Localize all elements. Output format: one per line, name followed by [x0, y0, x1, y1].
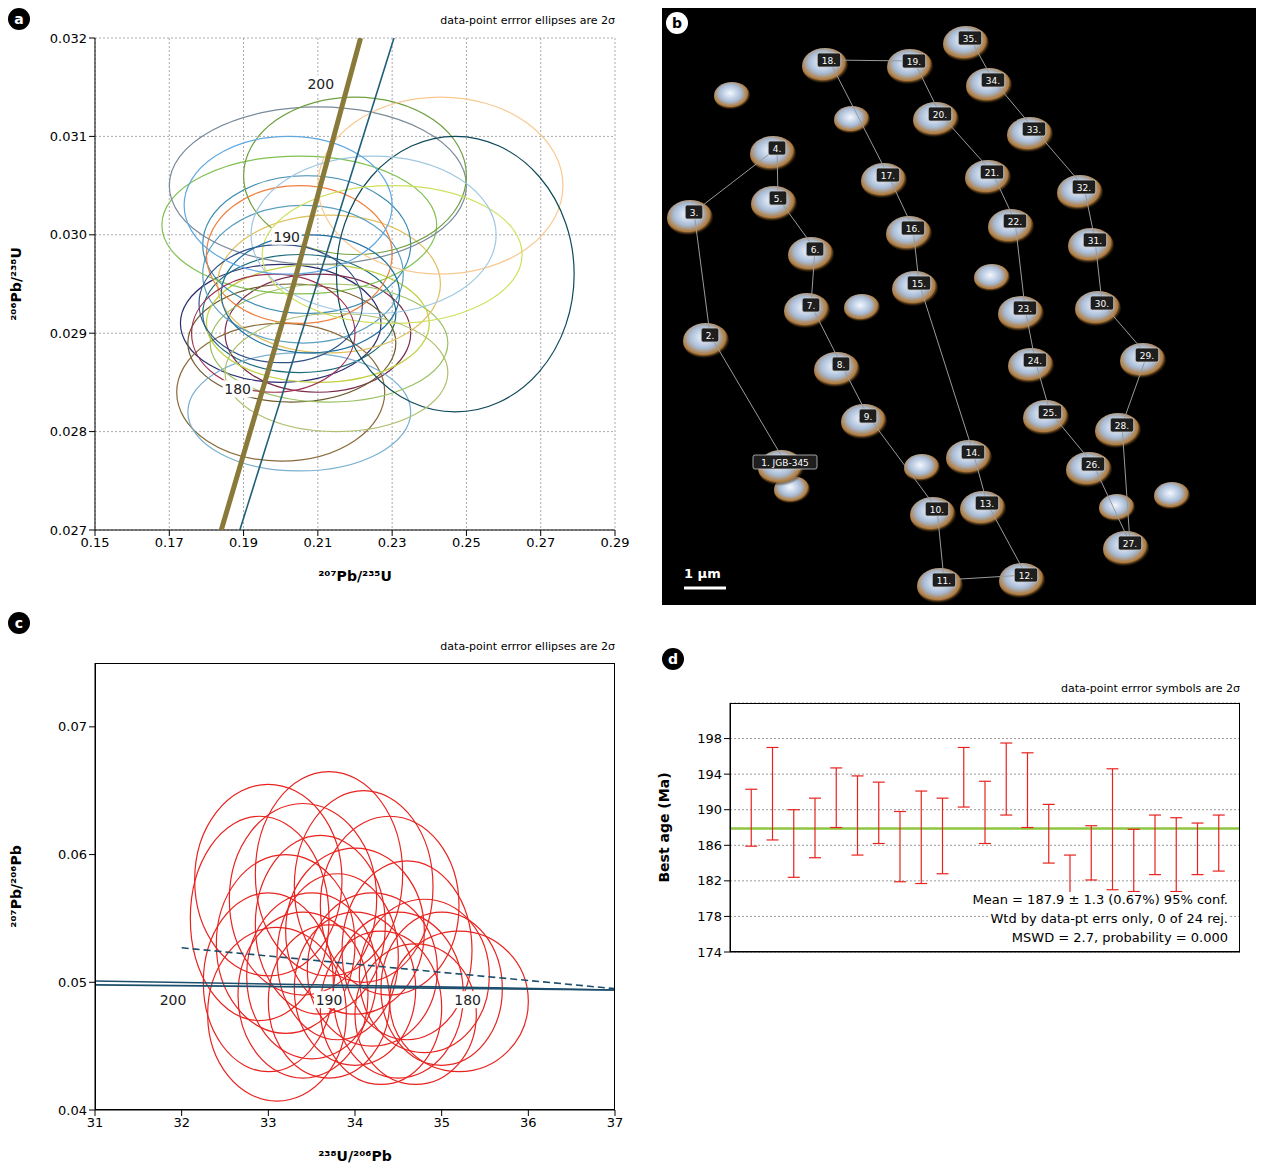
- svg-text:31: 31: [87, 1115, 104, 1130]
- svg-text:35.: 35.: [963, 34, 977, 44]
- svg-text:0.27: 0.27: [526, 535, 555, 550]
- svg-text:6.: 6.: [811, 245, 820, 255]
- svg-text:18.: 18.: [822, 56, 836, 66]
- svg-text:1. JGB-345: 1. JGB-345: [761, 458, 809, 468]
- svg-text:21.: 21.: [985, 168, 999, 178]
- svg-text:194: 194: [697, 767, 722, 782]
- svg-text:²³⁸U/²⁰⁶Pb: ²³⁸U/²⁰⁶Pb: [318, 1148, 392, 1164]
- html-text:data-point errror ellipses are: data-point errror ellipses are 2σ: [440, 640, 615, 653]
- svg-text:178: 178: [697, 909, 722, 924]
- svg-text:30.: 30.: [1095, 299, 1109, 309]
- svg-text:12.: 12.: [1019, 571, 1033, 581]
- svg-text:198: 198: [697, 731, 722, 746]
- html-text:d: d: [668, 651, 678, 667]
- svg-text:0.029: 0.029: [50, 326, 87, 341]
- svg-text:34.: 34.: [986, 76, 1000, 86]
- svg-text:32: 32: [173, 1115, 190, 1130]
- svg-text:14.: 14.: [966, 448, 980, 458]
- svg-text:0.027: 0.027: [50, 523, 87, 538]
- svg-text:1 μm: 1 μm: [684, 566, 721, 581]
- svg-text:²⁰⁶Pb/²³⁸U: ²⁰⁶Pb/²³⁸U: [8, 247, 24, 321]
- svg-text:180: 180: [454, 992, 481, 1008]
- svg-text:27.: 27.: [1123, 539, 1137, 549]
- svg-text:29.: 29.: [1140, 351, 1154, 361]
- svg-text:16.: 16.: [906, 224, 920, 234]
- svg-text:0.04: 0.04: [58, 1103, 87, 1118]
- svg-text:36: 36: [520, 1115, 537, 1130]
- html-text:Mean = 187.9 ± 1.3 (0.67%) 95%: Mean = 187.9 ± 1.3 (0.67%) 95% conf.: [972, 892, 1228, 907]
- svg-text:0.032: 0.032: [50, 31, 87, 46]
- svg-text:0.19: 0.19: [229, 535, 258, 550]
- svg-text:20.: 20.: [933, 110, 947, 120]
- svg-text:0.21: 0.21: [303, 535, 332, 550]
- svg-text:0.23: 0.23: [378, 535, 407, 550]
- svg-text:28.: 28.: [1115, 421, 1129, 431]
- svg-text:25.: 25.: [1043, 408, 1057, 418]
- html-text:a: a: [14, 11, 24, 27]
- svg-text:13.: 13.: [980, 499, 994, 509]
- svg-text:200: 200: [160, 992, 187, 1008]
- svg-text:7.: 7.: [807, 301, 816, 311]
- svg-text:0.17: 0.17: [155, 535, 184, 550]
- svg-text:33: 33: [260, 1115, 277, 1130]
- svg-text:190: 190: [316, 992, 343, 1008]
- svg-text:33.: 33.: [1027, 125, 1041, 135]
- svg-text:0.29: 0.29: [601, 535, 630, 550]
- svg-text:180: 180: [224, 381, 251, 397]
- svg-text:186: 186: [697, 838, 722, 853]
- svg-text:0.06: 0.06: [58, 847, 87, 862]
- svg-text:5.: 5.: [774, 194, 783, 204]
- html-text:b: b: [672, 15, 682, 31]
- svg-text:0.030: 0.030: [50, 227, 87, 242]
- svg-text:34: 34: [347, 1115, 364, 1130]
- html-text:Wtd by data-pt errs only, 0 of: Wtd by data-pt errs only, 0 of 24 rej.: [990, 911, 1228, 926]
- svg-text:190: 190: [273, 229, 300, 245]
- svg-text:9.: 9.: [864, 412, 873, 422]
- svg-text:174: 174: [697, 945, 722, 960]
- svg-text:4.: 4.: [773, 144, 782, 154]
- svg-text:11.: 11.: [937, 576, 951, 586]
- svg-text:0.05: 0.05: [58, 975, 87, 990]
- svg-text:0.15: 0.15: [80, 535, 110, 551]
- svg-text:10.: 10.: [930, 505, 944, 515]
- svg-text:26.: 26.: [1086, 460, 1100, 470]
- svg-text:32.: 32.: [1077, 183, 1091, 193]
- svg-text:17.: 17.: [881, 171, 895, 181]
- svg-text:190: 190: [697, 802, 722, 817]
- svg-text:22.: 22.: [1008, 217, 1022, 227]
- svg-text:0.031: 0.031: [50, 129, 87, 144]
- svg-text:0.07: 0.07: [58, 719, 87, 734]
- svg-text:2.: 2.: [706, 331, 715, 341]
- html-text:data-point errror ellipses are: data-point errror ellipses are 2σ: [440, 14, 615, 27]
- svg-text:19.: 19.: [907, 57, 921, 67]
- svg-text:24.: 24.: [1028, 356, 1042, 366]
- svg-text:200: 200: [307, 76, 334, 92]
- svg-text:0.028: 0.028: [50, 424, 87, 439]
- svg-text:37: 37: [607, 1115, 624, 1130]
- svg-text:23.: 23.: [1018, 304, 1032, 314]
- svg-text:0.25: 0.25: [452, 535, 481, 550]
- svg-text:182: 182: [697, 873, 722, 888]
- svg-text:²⁰⁷Pb/²⁰⁶Pb: ²⁰⁷Pb/²⁰⁶Pb: [8, 845, 24, 927]
- svg-text:²⁰⁷Pb/²³⁵U: ²⁰⁷Pb/²³⁵U: [318, 568, 392, 584]
- html-text:data-point errror symbols are: data-point errror symbols are 2σ: [1061, 682, 1240, 695]
- html-text:c: c: [14, 615, 24, 631]
- html-text:MSWD = 2.7, probability = 0.00: MSWD = 2.7, probability = 0.000: [1011, 930, 1228, 945]
- svg-text:35: 35: [433, 1115, 450, 1130]
- svg-text:15.: 15.: [912, 279, 926, 289]
- svg-text:Best age (Ma): Best age (Ma): [656, 772, 672, 882]
- svg-text:8.: 8.: [837, 360, 846, 370]
- svg-text:3.: 3.: [690, 208, 699, 218]
- svg-text:31.: 31.: [1088, 236, 1102, 246]
